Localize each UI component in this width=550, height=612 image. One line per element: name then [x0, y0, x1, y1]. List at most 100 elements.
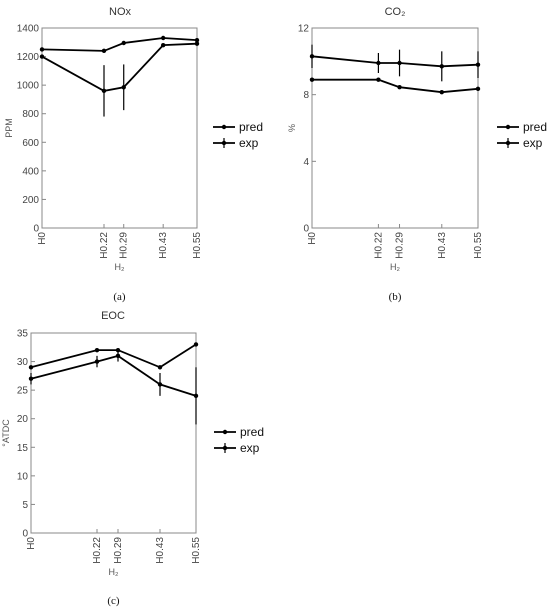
data-point — [39, 54, 45, 59]
legend-marker — [221, 124, 227, 130]
y-tick-label: 600 — [22, 138, 39, 149]
chart-title: EOC — [101, 310, 125, 322]
legend: pred exp — [213, 120, 263, 150]
x-tick-label: H0 — [37, 232, 48, 245]
y-axis-label: PPM — [4, 118, 14, 138]
plot-frame — [30, 332, 197, 534]
data-point — [309, 54, 315, 59]
series-exp — [39, 41, 200, 117]
data-point — [101, 48, 107, 54]
series-line — [30, 343, 197, 369]
x-tick-label: H0.43 — [155, 537, 166, 564]
x-tick-label: H0.22 — [92, 537, 103, 564]
x-tick-label: H0.29 — [395, 232, 406, 259]
panel-label: (b) — [389, 291, 402, 303]
data-point — [397, 84, 402, 90]
series-line — [312, 78, 479, 94]
data-point — [193, 393, 199, 399]
legend-label-pred: pred — [523, 120, 547, 134]
y-tick-label: 1400 — [17, 24, 40, 35]
x-tick-label: H0 — [307, 232, 318, 245]
data-point — [157, 365, 163, 370]
y-tick-label: 1200 — [17, 52, 40, 63]
data-point — [121, 40, 126, 46]
data-point — [397, 60, 402, 66]
y-tick-label: 800 — [22, 109, 39, 120]
data-point — [439, 64, 444, 69]
data-point — [160, 35, 166, 41]
y-tick-label: 0 — [33, 224, 39, 235]
data-point — [28, 376, 34, 381]
series-line — [311, 55, 479, 68]
data-point — [194, 41, 200, 46]
y-tick-label: 25 — [17, 386, 29, 397]
x-axis-label: H₂ — [115, 262, 125, 272]
y-tick-label: 10 — [17, 471, 29, 482]
data-point — [94, 359, 100, 364]
legend-label-pred: pred — [239, 120, 263, 134]
data-point — [376, 60, 381, 66]
data-point — [194, 37, 200, 43]
data-point — [101, 88, 107, 94]
x-tick-label: H0.22 — [99, 232, 110, 259]
legend-label-pred: pred — [240, 425, 264, 439]
plot-frame — [311, 27, 479, 229]
data-point — [121, 85, 126, 90]
data-point — [115, 347, 121, 353]
x-tick-label: H0.55 — [191, 537, 202, 564]
x-axis-label: H₂ — [109, 567, 119, 577]
x-tick-label: H0.55 — [192, 232, 203, 259]
y-tick-label: 30 — [17, 357, 29, 368]
data-point — [94, 347, 100, 353]
panel-label: (a) — [113, 291, 126, 303]
chart-panel-2: CO₂ 0 4 8 12 H0 H0.22 H0.29 H0.43 H0.55 H₂% (b) pred… — [287, 6, 547, 303]
series-line — [30, 354, 197, 397]
x-tick-label: H0.43 — [437, 232, 448, 259]
chart-title: NOx — [109, 6, 132, 18]
data-point — [157, 382, 163, 387]
y-tick-label: 15 — [17, 443, 29, 454]
series-pred — [28, 342, 199, 370]
chart-panel-1: NOx 0 200 400 600 800 1000 1200 1400 H0 H0.22 H0.29… — [4, 6, 263, 303]
legend-label-exp: exp — [523, 136, 543, 150]
data-point — [39, 47, 45, 52]
x-tick-label: H0 — [26, 537, 37, 550]
y-tick-label: 200 — [22, 195, 39, 206]
chart-panel-3: EOC 0 5 10 15 20 25 30 35 H0 H0.22 H0.29 H0.43 H0.55 H… — [1, 310, 264, 607]
y-tick-label: 35 — [17, 329, 29, 340]
legend-marker — [505, 124, 511, 130]
data-point — [475, 86, 481, 92]
data-point — [193, 342, 199, 347]
data-point — [376, 77, 381, 82]
x-tick-label: H0.29 — [119, 232, 130, 259]
series-exp — [309, 44, 481, 82]
series-exp — [28, 350, 199, 425]
x-tick-label: H0.55 — [473, 232, 484, 259]
y-tick-label: 4 — [303, 157, 309, 168]
x-axis-label: H₂ — [390, 262, 400, 272]
series-pred — [39, 35, 200, 54]
x-tick-label: H0.22 — [373, 232, 384, 259]
data-point — [160, 42, 166, 48]
y-axis-label: °ATDC — [1, 419, 11, 447]
chart-title: CO₂ — [385, 6, 406, 18]
plot-frame — [41, 27, 198, 229]
y-tick-label: 5 — [22, 500, 28, 511]
series-pred — [309, 77, 481, 95]
y-tick-label: 0 — [303, 224, 309, 235]
data-point — [28, 365, 34, 370]
panel-label: (c) — [107, 595, 120, 607]
data-point — [309, 77, 315, 82]
data-point — [115, 353, 121, 359]
legend-label-exp: exp — [239, 136, 259, 150]
y-tick-label: 12 — [298, 24, 310, 35]
x-tick-label: H0.29 — [113, 537, 124, 564]
y-tick-label: 400 — [22, 166, 39, 177]
legend: pred exp — [497, 120, 547, 150]
y-axis-label: % — [287, 124, 297, 132]
x-tick-label: H0.43 — [158, 232, 169, 259]
y-tick-label: 20 — [17, 414, 29, 425]
legend-marker — [222, 429, 228, 435]
data-point — [475, 62, 481, 67]
